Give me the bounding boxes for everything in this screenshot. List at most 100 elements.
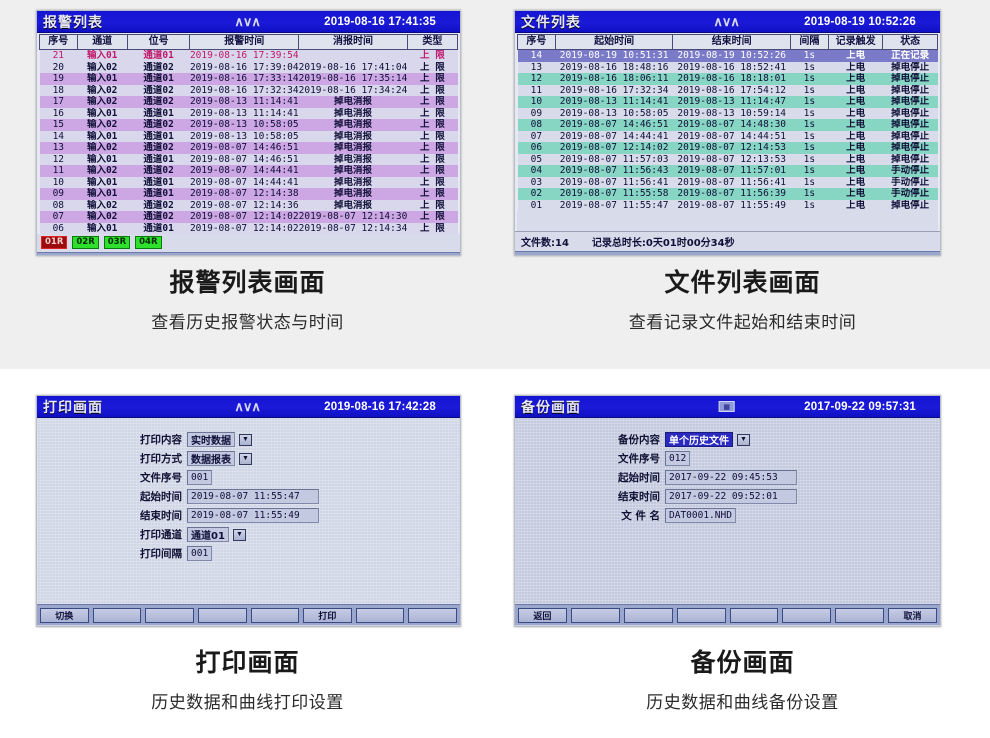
file-status: 正在记录 <box>882 49 938 62</box>
print-slot-3[interactable] <box>145 607 194 623</box>
table-row[interactable]: 02 2019-08-07 11:55:58 2019-08-07 11:56:39… <box>517 188 938 200</box>
file-btn-4[interactable]: 上翻页 <box>676 254 726 255</box>
backup-btn-1[interactable]: 返回 <box>518 607 567 623</box>
print-btn-6[interactable]: 打印 <box>303 607 352 623</box>
print-field-value-5[interactable]: 2019-08-07 11:55:49 <box>187 508 319 523</box>
chevron-down-icon[interactable]: ▼ <box>239 433 252 446</box>
print-field-value-7[interactable]: 001 <box>187 546 213 561</box>
file-btn-7[interactable]: 尾页 <box>835 254 885 255</box>
backup-field-value-2[interactable]: 012 <box>665 451 691 466</box>
file-interval: 1s <box>790 142 829 154</box>
print-field-value-2[interactable]: 数据报表 <box>187 451 235 466</box>
file-btn-6[interactable]: 首页 <box>782 254 832 255</box>
file-table-container[interactable]: 序号 起始时间 结束时间 间隔 记录触发 状态 14 2019-08-19 10:… <box>515 33 940 231</box>
table-row[interactable]: 08 输入02 通道02 2019-08-07 12:14:36 掉电消报上 限 <box>39 199 458 211</box>
alarm-btn-1[interactable]: 切换 <box>40 256 89 257</box>
chevron-down-icon[interactable]: ▼ <box>232 528 246 541</box>
alarm-seq: 16 <box>39 107 78 119</box>
alarm-type: 上 限 <box>407 96 458 108</box>
alarm-btn-7[interactable]: 尾页 <box>356 256 405 257</box>
alarm-btn-3[interactable]: 下移 <box>145 256 194 257</box>
print-slot-2[interactable] <box>92 607 142 623</box>
alarm-type: 上 限 <box>407 49 458 62</box>
table-row[interactable]: 18 输入02 通道02 2019-08-16 17:32:34 2019-08-16 … <box>39 84 458 96</box>
table-row[interactable]: 11 输入02 通道02 2019-08-07 14:44:41 掉电消报上 限 <box>39 165 458 177</box>
print-slot-8[interactable] <box>408 607 457 623</box>
alarm-btn-6[interactable]: 首页 <box>303 256 352 257</box>
table-row[interactable]: 21 输入01 通道01 2019-08-16 17:39:54 上 限 <box>39 49 458 62</box>
print-btn-1[interactable]: 切换 <box>40 607 89 623</box>
relay-indicator-03r[interactable]: 03R <box>103 236 131 249</box>
table-row[interactable]: 12 2019-08-16 18:06:11 2019-08-16 18:18:01… <box>517 73 938 85</box>
file-btn-2[interactable]: 上移 <box>570 254 620 255</box>
file-interval: 1s <box>790 107 829 119</box>
backup-slot-6[interactable] <box>782 607 832 623</box>
titlebar-backup: 备份画面 ▦ 2017-09-22 09:57:31 <box>515 396 940 418</box>
table-row[interactable]: 05 2019-08-07 11:57:03 2019-08-07 12:13:53… <box>517 153 938 165</box>
table-row[interactable]: 07 2019-08-07 14:44:41 2019-08-07 14:44:51… <box>517 130 938 142</box>
alarm-table-container[interactable]: 序号 通道 位号 报警时间 消报时间 类型 21 输入01 通道01 2019-08-… <box>37 33 460 234</box>
clock-display: 2019-08-19 10:52:26 <box>804 15 916 28</box>
table-row[interactable]: 14 2019-08-19 10:51:31 2019-08-19 10:52:26… <box>517 49 938 62</box>
file-btn-1[interactable]: 切换 <box>518 254 567 255</box>
table-row[interactable]: 10 输入01 通道01 2019-08-07 14:44:41 掉电消报上 限 <box>39 176 458 188</box>
table-row[interactable]: 17 输入02 通道02 2019-08-13 11:14:41 掉电消报上 限 <box>39 96 458 108</box>
backup-field-value-5[interactable]: DAT0001.NHD <box>665 508 736 523</box>
table-row[interactable]: 08 2019-08-07 14:46:51 2019-08-07 14:48:30… <box>517 119 938 131</box>
alarm-btn-4[interactable]: 上翻页 <box>198 256 247 257</box>
alarm-btn-5[interactable]: 下翻页 <box>251 256 300 257</box>
file-start-time: 2019-08-07 11:55:58 <box>555 188 673 200</box>
print-field-value-4[interactable]: 2019-08-07 11:55:47 <box>187 489 319 504</box>
relay-indicator-04r[interactable]: 04R <box>135 236 162 249</box>
file-btn-5[interactable]: 下翻页 <box>729 254 779 255</box>
file-btn-3[interactable]: 下移 <box>623 254 673 255</box>
file-btn-8[interactable]: <-> <box>888 254 937 255</box>
table-row[interactable]: 09 输入01 通道01 2019-08-07 12:14:38 掉电消报上 限 <box>39 188 458 200</box>
print-field-value-3[interactable]: 001 <box>187 470 213 485</box>
table-row[interactable]: 16 输入01 通道01 2019-08-13 11:14:41 掉电消报上 限 <box>39 107 458 119</box>
alarm-btn-2[interactable]: 上移 <box>93 256 142 257</box>
relay-indicator-02r[interactable]: 02R <box>72 236 99 249</box>
chevron-down-icon[interactable]: ▼ <box>239 452 252 465</box>
backup-field-value-4[interactable]: 2017-09-22 09:52:01 <box>665 489 797 504</box>
backup-btn-8[interactable]: 取消 <box>888 607 937 623</box>
alarm-time: 2019-08-16 17:33:14 <box>189 73 299 85</box>
backup-slot-7[interactable] <box>835 607 885 623</box>
print-slot-4[interactable] <box>197 607 247 623</box>
backup-slot-5[interactable] <box>729 607 779 623</box>
chevron-down-icon[interactable]: ▼ <box>737 433 750 446</box>
table-row[interactable]: 10 2019-08-13 11:14:41 2019-08-13 11:14:47… <box>517 96 938 108</box>
print-field-value-1[interactable]: 实时数据 <box>187 432 235 447</box>
table-row[interactable]: 11 2019-08-16 17:32:34 2019-08-16 17:54:12… <box>517 84 938 96</box>
table-row[interactable]: 06 2019-08-07 12:14:02 2019-08-07 12:14:53… <box>517 142 938 154</box>
print-field-value-6[interactable]: 通道01 <box>187 527 229 542</box>
table-row[interactable]: 03 2019-08-07 11:56:41 2019-08-07 11:56:41… <box>517 176 938 188</box>
table-row[interactable]: 19 输入01 通道01 2019-08-16 17:33:14 2019-08-16 … <box>39 73 458 85</box>
print-slot-7[interactable] <box>355 607 405 623</box>
table-row[interactable]: 06 输入01 通道01 2019-08-07 12:14:02 2019-08-07 … <box>39 222 458 234</box>
table-row[interactable]: 14 输入01 通道01 2019-08-13 10:58:05 掉电消报上 限 <box>39 130 458 142</box>
table-row[interactable]: 04 2019-08-07 11:56:43 2019-08-07 11:57:01… <box>517 165 938 177</box>
file-end-time: 2019-08-13 11:14:47 <box>672 96 791 108</box>
backup-field-value-1[interactable]: 单个历史文件 <box>665 432 733 447</box>
backup-field-value-3[interactable]: 2017-09-22 09:45:53 <box>665 470 797 485</box>
table-row[interactable]: 13 输入02 通道02 2019-08-07 14:46:51 掉电消报上 限 <box>39 142 458 154</box>
table-row[interactable]: 20 输入02 通道02 2019-08-16 17:39:04 2019-08-16 … <box>39 61 458 73</box>
table-row[interactable]: 09 2019-08-13 10:58:05 2019-08-13 10:59:14… <box>517 107 938 119</box>
alarm-seq: 10 <box>39 176 78 188</box>
print-slot-5[interactable] <box>250 607 300 623</box>
backup-slot-4[interactable] <box>676 607 726 623</box>
file-end-time: 2019-08-07 11:56:39 <box>672 188 791 200</box>
file-status: 掉电停止 <box>882 107 938 119</box>
table-row[interactable]: 13 2019-08-16 18:48:16 2019-08-16 18:52:41… <box>517 61 938 73</box>
table-row[interactable]: 12 输入01 通道01 2019-08-07 14:46:51 掉电消报上 限 <box>39 153 458 165</box>
alarm-btn-8[interactable]: <-> <box>408 256 457 257</box>
backup-slot-2[interactable] <box>570 607 620 623</box>
page-title: 打印画面 <box>43 398 103 415</box>
backup-slot-3[interactable] <box>623 607 673 623</box>
table-row[interactable]: 01 2019-08-07 11:55:47 2019-08-07 11:55:49… <box>517 199 938 211</box>
alarm-time: 2019-08-13 10:58:05 <box>189 119 299 131</box>
relay-indicator-01r[interactable]: 01R <box>41 236 68 249</box>
table-row[interactable]: 15 输入02 通道02 2019-08-13 10:58:05 掉电消报上 限 <box>39 119 458 131</box>
table-row[interactable]: 07 输入02 通道02 2019-08-07 12:14:02 2019-08-07 … <box>39 211 458 223</box>
